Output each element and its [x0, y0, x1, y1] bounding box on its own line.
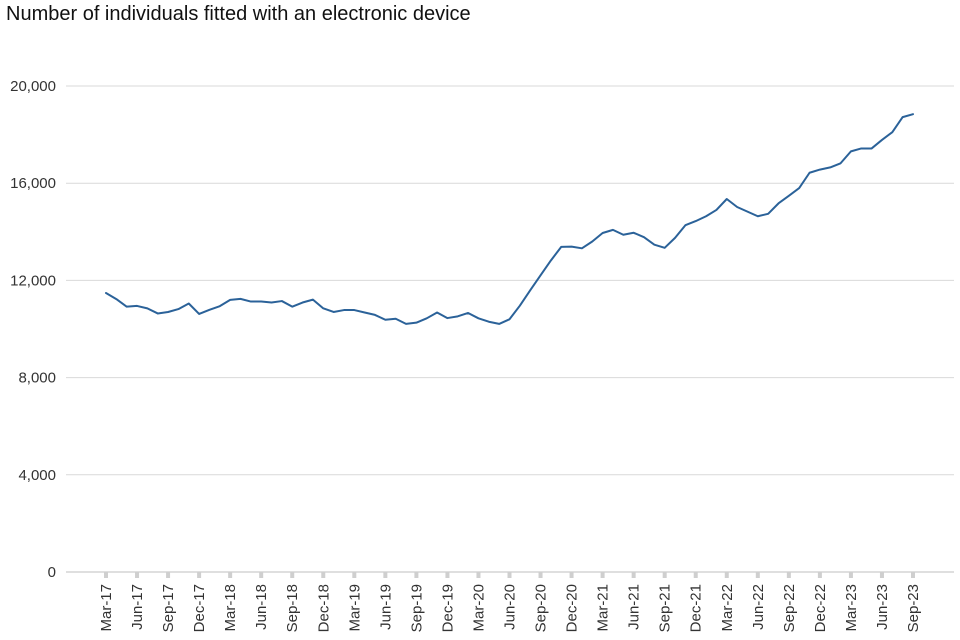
x-tick-label: Sep-17: [160, 584, 177, 632]
x-tick-label: Jun-22: [750, 584, 767, 630]
x-tick-mark: [104, 572, 108, 578]
x-tick-mark: [414, 572, 419, 578]
gridlines: [66, 85, 954, 476]
x-tick-label: Dec-20: [564, 584, 581, 632]
x-tick-mark: [786, 572, 791, 578]
x-tick-label: Mar-21: [595, 584, 612, 632]
x-tick-label: Sep-20: [533, 584, 550, 632]
x-axis: [66, 571, 954, 578]
x-tick-mark: [662, 572, 667, 578]
x-tick-label: Mar-17: [98, 584, 115, 632]
y-tick-label: 12,000: [10, 272, 56, 289]
x-tick-label: Mar-20: [470, 584, 487, 632]
x-tick-mark: [693, 572, 698, 578]
x-tick-label: Jun-23: [874, 584, 891, 630]
x-tick-mark: [631, 572, 636, 578]
x-tick-label: Jun-21: [626, 584, 643, 630]
x-tick-label: Dec-18: [315, 584, 332, 632]
x-tick-mark: [383, 572, 388, 578]
x-tick-mark: [445, 572, 450, 578]
x-tick-mark: [507, 572, 512, 578]
y-tick-label: 20,000: [10, 78, 56, 95]
x-tick-mark: [817, 572, 822, 578]
x-tick-label: Mar-18: [222, 584, 239, 632]
x-tick-label: Sep-18: [284, 584, 301, 632]
chart-title: Number of individuals fitted with an ele…: [6, 3, 471, 25]
x-tick-mark: [476, 572, 481, 578]
x-tick-label: Dec-19: [439, 584, 456, 632]
x-tick-mark: [166, 572, 171, 578]
x-tick-mark: [135, 572, 140, 578]
x-tick-label: Mar-22: [719, 584, 736, 632]
x-tick-label: Dec-22: [812, 584, 829, 632]
x-tick-label: Dec-21: [688, 584, 705, 632]
x-tick-mark: [848, 572, 853, 578]
x-tick-mark: [352, 572, 357, 578]
y-tick-label: 4,000: [18, 467, 56, 484]
x-axis-tick-labels: Mar-17 Jun-17 Sep-17 Dec-17 Mar-18 Jun-18 Sep-…: [98, 584, 922, 632]
x-tick-mark: [724, 572, 729, 578]
x-tick-label: Mar-19: [346, 584, 363, 632]
y-tick-label: 16,000: [10, 175, 56, 192]
x-tick-mark: [197, 572, 202, 578]
x-tick-label: Mar-23: [843, 584, 860, 632]
y-axis-tick-labels: 0 4,000 8,000 12,000 16,000 20,000: [10, 78, 56, 581]
x-tick-label: Sep-22: [781, 584, 798, 632]
x-tick-label: Sep-23: [905, 584, 922, 632]
x-tick-mark: [228, 572, 233, 578]
x-tick-mark: [879, 572, 884, 578]
x-tick-mark: [911, 572, 915, 578]
x-tick-label: Jun-18: [253, 584, 270, 630]
series-line: [105, 113, 914, 325]
x-tick-mark: [600, 572, 605, 578]
x-tick-mark: [290, 572, 295, 578]
y-tick-label: 8,000: [18, 370, 56, 387]
x-tick-label: Jun-17: [129, 584, 146, 630]
x-tick-mark: [259, 572, 264, 578]
x-tick-label: Sep-19: [408, 584, 425, 632]
x-tick-label: Jun-19: [377, 584, 394, 630]
y-tick-label: 0: [48, 564, 56, 581]
x-tick-label: Dec-17: [191, 584, 208, 632]
x-tick-mark: [538, 572, 543, 578]
x-tick-label: Jun-20: [502, 584, 519, 630]
x-tick-mark: [755, 572, 760, 578]
x-tick-mark: [321, 572, 326, 578]
x-tick-mark: [569, 572, 574, 578]
x-tick-label: Sep-21: [657, 584, 674, 632]
